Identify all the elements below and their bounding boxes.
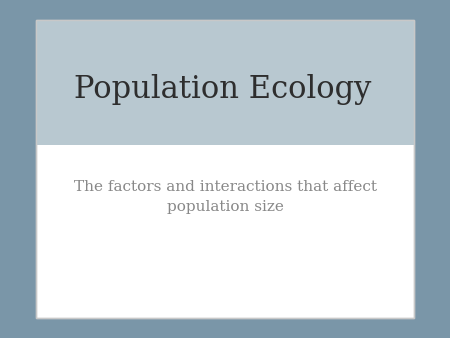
Bar xyxy=(36,20,414,318)
Bar xyxy=(36,20,414,145)
Text: The factors and interactions that affect
population size: The factors and interactions that affect… xyxy=(73,180,377,214)
Text: Population Ecology: Population Ecology xyxy=(74,74,371,105)
Bar xyxy=(36,20,414,318)
